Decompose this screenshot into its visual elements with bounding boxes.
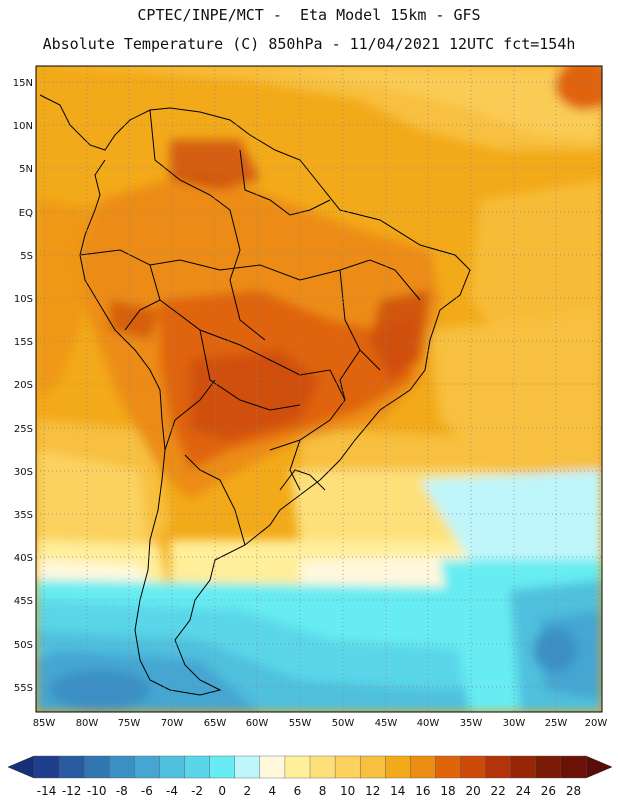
lon-label: 65W (204, 718, 227, 729)
colorbar-swatch (410, 755, 436, 779)
lat-label: 50S (14, 640, 33, 651)
colorbar-tick-label: -12 (62, 784, 82, 798)
colorbar-tick-label: 6 (294, 784, 302, 798)
lat-label: 10S (14, 294, 33, 305)
colorbar-swatch (510, 755, 537, 779)
map-title-line-2: Absolute Temperature (C) 850hPa - 11/04/… (42, 35, 576, 53)
lon-label: 30W (503, 718, 526, 729)
colorbar-tick-label: 26 (541, 784, 556, 798)
colorbar-swatch (134, 755, 160, 779)
colorbar-tick-label: 0 (218, 784, 226, 798)
colorbar-low-arrow (7, 755, 35, 779)
lon-label: 25W (545, 718, 568, 729)
colorbar-tick-label: 12 (365, 784, 380, 798)
lat-label: 30S (14, 467, 33, 478)
colorbar-swatch (460, 755, 487, 779)
colorbar-tick-label: 4 (269, 784, 277, 798)
colorbar-swatch (535, 755, 562, 779)
lat-label: 55S (14, 683, 33, 694)
colorbar-swatch (560, 755, 587, 779)
map-frame (35, 65, 603, 713)
colorbar-swatch (159, 755, 186, 779)
lat-label: 20S (14, 380, 33, 391)
colorbar-tick-label: -10 (87, 784, 107, 798)
lat-label: EQ (19, 208, 33, 219)
colorbar-swatch (309, 755, 336, 779)
lat-label: 15S (14, 337, 33, 348)
colorbar-tick-label: -8 (116, 784, 128, 798)
longitude-axis: 85W 80W 75W 70W 65W 60W 55W 50W 45W 40W … (33, 718, 608, 729)
lon-label: 80W (76, 718, 99, 729)
colorbar-swatch (83, 755, 110, 779)
lat-label: 45S (14, 596, 33, 607)
map-title-line-1: CPTEC/INPE/MCT - Eta Model 15km - GFS (137, 6, 481, 24)
lon-label: 75W (118, 718, 141, 729)
lat-label: 35S (14, 510, 33, 521)
colorbar-tick-label: 20 (465, 784, 480, 798)
lat-label: 5N (19, 164, 33, 175)
colorbar-tick-label: -6 (141, 784, 153, 798)
colorbar-tick-label: -4 (166, 784, 178, 798)
lon-label: 50W (332, 718, 355, 729)
lon-label: 45W (375, 718, 398, 729)
colorbar-tick-label: 10 (340, 784, 355, 798)
colorbar-swatch (385, 755, 411, 779)
colorbar-swatch (359, 755, 386, 779)
colorbar-swatch (284, 755, 311, 779)
lon-label: 55W (289, 718, 312, 729)
colorbar-swatch (485, 755, 512, 779)
colorbar-tick-label: 16 (415, 784, 430, 798)
lon-label: 35W (460, 718, 483, 729)
lon-label: 85W (33, 718, 56, 729)
colorbar-swatch (58, 755, 85, 779)
colorbar-tick-label: 28 (566, 784, 581, 798)
colorbar-swatch (259, 755, 286, 779)
colorbar-swatch (435, 755, 462, 779)
lat-label: 15N (13, 78, 33, 89)
colorbar-tick-label: 2 (243, 784, 251, 798)
lon-label: 70W (161, 718, 184, 729)
colorbar-tick-label: 18 (440, 784, 455, 798)
lon-label: 60W (246, 718, 269, 729)
lon-label: 20W (585, 718, 608, 729)
temperature-field (36, 66, 602, 712)
lat-label: 5S (20, 251, 33, 262)
colorbar-tick-label: 24 (516, 784, 531, 798)
colorbar-swatch (334, 755, 361, 779)
colorbar-tick-label: -14 (37, 784, 57, 798)
colorbar-swatch (234, 755, 261, 779)
colorbar-swatch (184, 755, 211, 779)
colorbar-swatch (209, 755, 236, 779)
colorbar-swatch (109, 755, 135, 779)
lat-label: 10N (13, 121, 33, 132)
latitude-axis: 15N 10N 5N EQ 5S 10S 15S 20S 25S 30S 35S… (13, 78, 33, 694)
colorbar-swatch (33, 755, 60, 779)
lat-label: 25S (14, 424, 33, 435)
colorbar-tick-label: 8 (319, 784, 327, 798)
lat-label: 40S (14, 553, 33, 564)
colorbar-legend: -14 -12 -10 -8 -6 -4 -2 0 2 4 6 8 10 12 14 16 18 20 22 24 26… (7, 755, 613, 798)
lon-label: 40W (417, 718, 440, 729)
colorbar-tick-label: -2 (191, 784, 203, 798)
colorbar-tick-label: 22 (491, 784, 506, 798)
colorbar-high-arrow (585, 755, 613, 779)
colorbar-tick-label: 14 (390, 784, 405, 798)
